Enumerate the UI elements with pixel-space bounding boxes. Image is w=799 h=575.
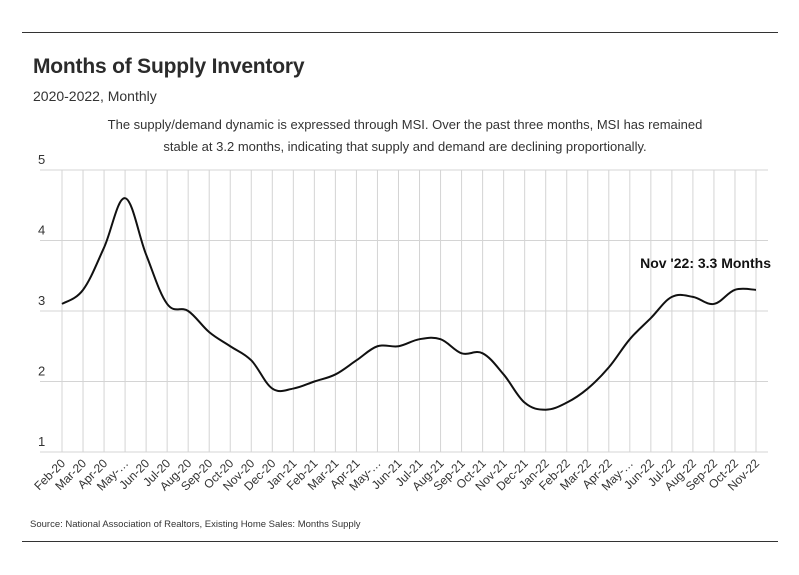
bottom-rule bbox=[22, 541, 778, 542]
data-point bbox=[207, 330, 212, 335]
data-point bbox=[375, 344, 380, 349]
data-point bbox=[123, 196, 128, 201]
annotation-line-2: stable at 3.2 months, indicating that su… bbox=[163, 139, 647, 154]
y-axis: 1 2 3 4 5 bbox=[38, 152, 45, 449]
data-point bbox=[438, 337, 443, 342]
chart-annotation: The supply/demand dynamic is expressed t… bbox=[90, 114, 720, 158]
data-point bbox=[270, 386, 275, 391]
data-point bbox=[312, 379, 317, 384]
top-rule bbox=[22, 32, 778, 33]
data-point bbox=[186, 309, 191, 314]
data-point bbox=[144, 252, 149, 257]
data-point bbox=[102, 245, 107, 250]
data-point bbox=[459, 351, 464, 356]
data-point bbox=[648, 316, 653, 321]
data-point bbox=[228, 344, 233, 349]
data-point bbox=[480, 351, 485, 356]
data-point bbox=[417, 337, 422, 342]
chart-subtitle: 2020-2022, Monthly bbox=[33, 88, 157, 104]
data-point bbox=[333, 372, 338, 377]
data-point bbox=[396, 344, 401, 349]
series-line-msi bbox=[61, 197, 757, 411]
data-point bbox=[606, 365, 611, 370]
data-point bbox=[627, 337, 632, 342]
data-point bbox=[81, 287, 86, 292]
data-point bbox=[291, 386, 296, 391]
y-tick-label: 1 bbox=[38, 434, 45, 449]
series-group bbox=[61, 197, 757, 411]
source-note: Source: National Association of Realtors… bbox=[30, 519, 361, 530]
data-point bbox=[543, 407, 548, 412]
data-point bbox=[522, 400, 527, 405]
chart-title: Months of Supply Inventory bbox=[33, 55, 305, 78]
data-point bbox=[249, 358, 254, 363]
data-point bbox=[354, 358, 359, 363]
grid bbox=[40, 169, 768, 453]
data-point bbox=[60, 301, 65, 306]
y-tick-label: 2 bbox=[38, 364, 45, 379]
data-point bbox=[754, 287, 759, 292]
data-point bbox=[711, 301, 716, 306]
callout-label: Nov '22: 3.3 Months bbox=[640, 255, 771, 271]
x-axis: Feb-20Mar-20Apr-20May-…Jun-20Jul-20Aug-2… bbox=[31, 456, 762, 493]
data-point bbox=[585, 386, 590, 391]
data-point bbox=[669, 294, 674, 299]
annotation-line-1: The supply/demand dynamic is expressed t… bbox=[107, 117, 703, 132]
y-tick-label: 5 bbox=[38, 152, 45, 167]
data-point bbox=[165, 301, 170, 306]
data-point bbox=[501, 372, 506, 377]
data-point bbox=[564, 400, 569, 405]
y-tick-label: 3 bbox=[38, 293, 45, 308]
data-point bbox=[732, 287, 737, 292]
data-point bbox=[690, 294, 695, 299]
y-tick-label: 4 bbox=[38, 223, 45, 238]
data-points bbox=[60, 196, 759, 413]
